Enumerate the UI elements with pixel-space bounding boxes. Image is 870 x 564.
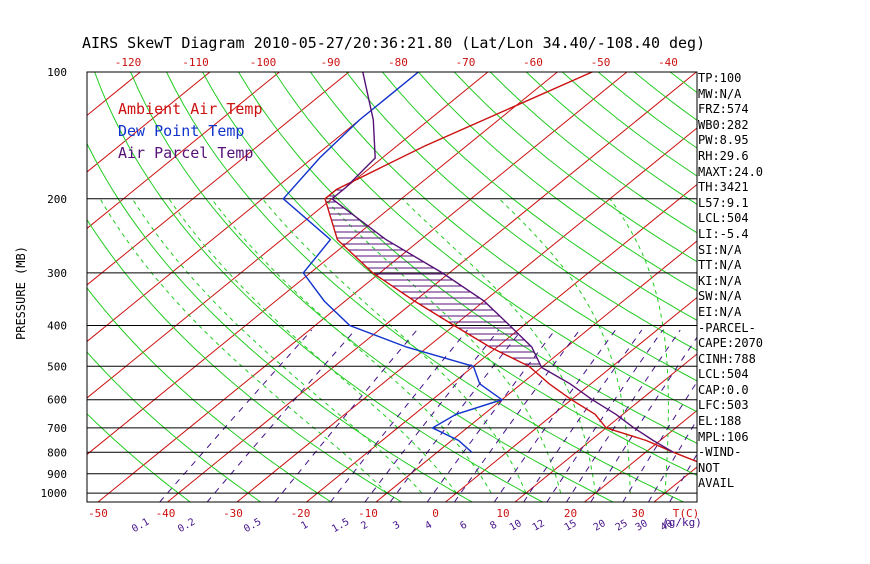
index-item: SI:N/A <box>698 243 763 259</box>
top-temp-tick-label: -50 <box>591 56 611 69</box>
isotherm-line <box>0 72 71 502</box>
isotherm-line <box>793 72 870 502</box>
index-item: AVAIL <box>698 476 763 492</box>
mixing-ratio-tick-label: 0.5 <box>242 517 263 536</box>
mixing-ratio-line <box>207 330 355 502</box>
index-item: WB0:282 <box>698 118 763 134</box>
pressure-tick-label: 400 <box>47 320 67 333</box>
pressure-tick-label: 500 <box>47 360 67 373</box>
pressure-tick-label: 300 <box>47 267 67 280</box>
mixing-ratio-tick-label: 8 <box>488 520 499 533</box>
pressure-tick-label: 700 <box>47 422 67 435</box>
index-item: LFC:503 <box>698 398 763 414</box>
bottom-temp-tick-label: -30 <box>223 507 243 520</box>
mixing-ratio-tick-label: 20 <box>592 518 608 534</box>
isotherm-line <box>29 72 558 502</box>
pressure-tick-label: 800 <box>47 446 67 459</box>
top-temp-tick-label: -100 <box>250 56 277 69</box>
top-temp-tick-label: -80 <box>388 56 408 69</box>
index-item: CAPE:2070 <box>698 336 763 352</box>
y-axis-label: PRESSURE (MB) <box>14 246 28 340</box>
bottom-temp-tick-label: 10 <box>496 507 509 520</box>
top-temp-tick-label: -40 <box>658 56 678 69</box>
index-item: FRZ:574 <box>698 102 763 118</box>
top-temp-tick-label: -90 <box>321 56 341 69</box>
index-item: EI:N/A <box>698 305 763 321</box>
top-temp-tick-label: -60 <box>523 56 543 69</box>
bottom-temp-tick-label: 0 <box>432 507 439 520</box>
isotherm-line <box>168 72 697 502</box>
index-item: LCL:504 <box>698 367 763 383</box>
mixing-ratio-tick-label: 1.5 <box>330 517 351 536</box>
pressure-tick-label: 200 <box>47 193 67 206</box>
index-item: TP:100 <box>698 71 763 87</box>
bottom-temp-tick-label: -20 <box>291 507 311 520</box>
index-item: CAP:0.0 <box>698 383 763 399</box>
index-item: EL:188 <box>698 414 763 430</box>
pressure-tick-label: 600 <box>47 394 67 407</box>
isotherm-line <box>863 72 870 502</box>
index-item: SW:N/A <box>698 289 763 305</box>
mixing-ratio-unit-label: (g/kg) <box>662 516 702 529</box>
index-item: RH:29.6 <box>698 149 763 165</box>
pressure-tick-label: 1000 <box>41 487 68 500</box>
mixing-ratio-tick-label: 10 <box>508 518 524 534</box>
mixing-ratio-tick-label: 3 <box>391 520 402 533</box>
legend-dew-point-temp: Dew Point Temp <box>118 122 244 140</box>
index-item: MPL:106 <box>698 430 763 446</box>
index-item: TT:N/A <box>698 258 763 274</box>
top-temp-tick-label: -110 <box>182 56 209 69</box>
mixing-ratio-tick-label: 25 <box>614 518 630 534</box>
legend-ambient-air-temp: Ambient Air Temp <box>118 100 263 118</box>
mixing-ratio-line <box>455 330 580 502</box>
dry-adiabat-line <box>778 72 870 502</box>
index-item: LCL:504 <box>698 211 763 227</box>
mixing-ratio-tick-label: 1 <box>299 520 310 533</box>
index-item: KI:N/A <box>698 274 763 290</box>
legend-air-parcel-temp: Air Parcel Temp <box>118 144 253 162</box>
index-item: NOT <box>698 461 763 477</box>
top-temp-tick-label: -70 <box>456 56 476 69</box>
dry-adiabat-line <box>275 72 870 502</box>
bottom-temp-tick-label: 20 <box>564 507 577 520</box>
bottom-temp-tick-label: -40 <box>156 507 176 520</box>
mixing-ratio-line <box>331 330 468 502</box>
isotherm-line <box>0 72 1 502</box>
pressure-tick-label: 100 <box>47 66 67 79</box>
mixing-ratio-tick-label: 12 <box>531 518 547 534</box>
mixing-ratio-line <box>275 330 417 502</box>
isotherm-line <box>446 72 870 502</box>
pressure-tick-label: 900 <box>47 468 67 481</box>
index-item: CINH:788 <box>698 352 763 368</box>
isotherm-line <box>515 72 870 502</box>
chart-title: AIRS SkewT Diagram 2010-05-27/20:36:21.8… <box>82 34 705 52</box>
index-item: -PARCEL- <box>698 321 763 337</box>
index-item: TH:3421 <box>698 180 763 196</box>
bottom-temp-tick-label: -50 <box>88 507 108 520</box>
mixing-ratio-line <box>160 330 312 502</box>
mixing-ratio-tick-label: 6 <box>458 520 469 533</box>
index-item: L57:9.1 <box>698 196 763 212</box>
index-item: PW:8.95 <box>698 133 763 149</box>
mixing-ratio-tick-label: 0.2 <box>176 517 197 536</box>
mixing-ratio-tick-label: 4 <box>423 520 434 533</box>
mixing-ratio-tick-label: 15 <box>563 518 579 534</box>
mixing-ratio-tick-label: 0.1 <box>130 517 151 536</box>
mixing-ratio-tick-label: 2 <box>359 520 370 533</box>
top-temp-tick-label: -120 <box>115 56 142 69</box>
index-item: LI:-5.4 <box>698 227 763 243</box>
bottom-temp-tick-label: -10 <box>358 507 378 520</box>
index-item: MW:N/A <box>698 87 763 103</box>
mixing-ratio-tick-label: 30 <box>634 518 650 534</box>
isotherm-line <box>376 72 870 502</box>
mixing-ratio-line <box>390 330 521 502</box>
index-item: -WIND- <box>698 445 763 461</box>
dry-adiabat-line <box>418 72 870 502</box>
index-item: MAXT:24.0 <box>698 165 763 181</box>
